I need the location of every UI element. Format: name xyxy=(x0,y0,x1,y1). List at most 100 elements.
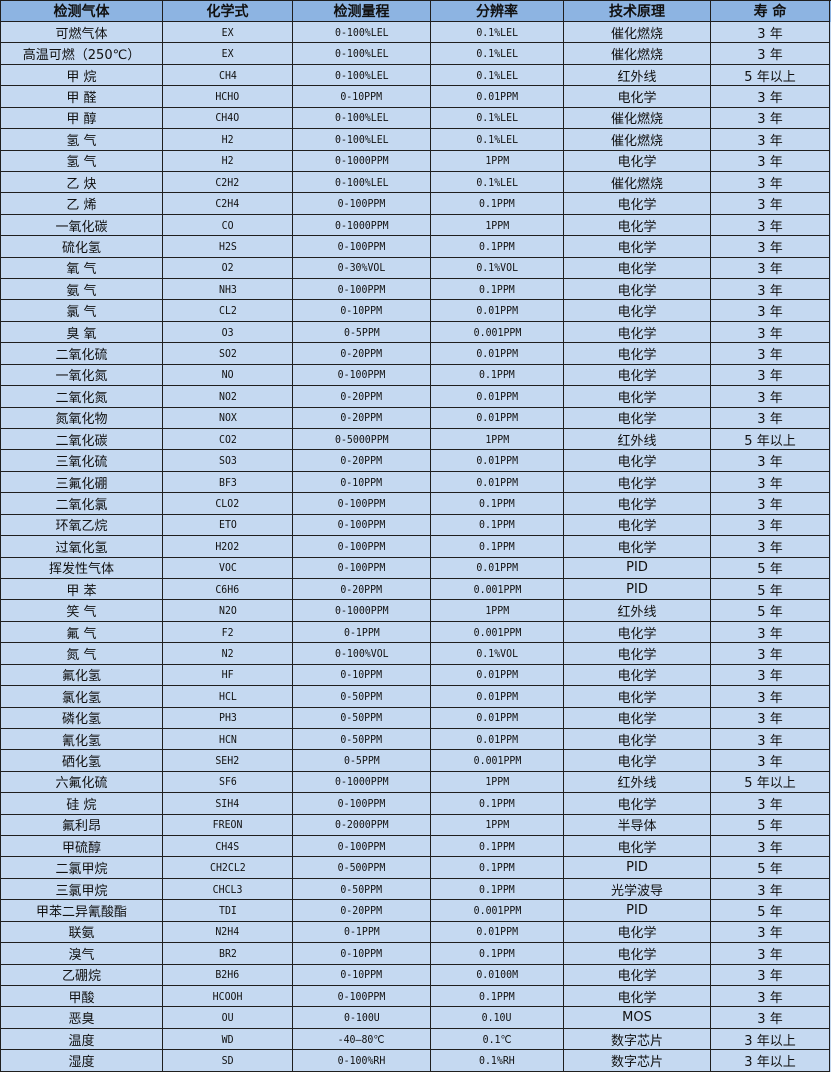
gas-cell-text: 环氧乙烷 xyxy=(55,519,108,535)
gas-cell-text: 二氯甲烷 xyxy=(55,862,108,878)
lifetime-cell: 3 年 xyxy=(711,536,830,558)
principle-cell: 数字芯片 xyxy=(564,1028,711,1051)
lifetime-cell-text: 5 年 xyxy=(757,583,783,599)
resolution-cell-text: 0.01PPM xyxy=(476,389,518,403)
resolution-cell-text: 0.1PPM xyxy=(479,989,515,1003)
formula-cell: C6H6 xyxy=(163,578,293,601)
range-cell: 0-20PPM xyxy=(293,578,431,601)
resolution-cell-text: 0.01PPM xyxy=(476,475,518,489)
gas-cell: 一氧化氮 xyxy=(1,364,163,387)
lifetime-cell: 3 年 xyxy=(711,214,830,237)
principle-cell-text: 电化学 xyxy=(617,540,657,556)
principle-cell-text: 电化学 xyxy=(617,198,657,214)
principle-cell: 电化学 xyxy=(564,493,711,515)
gas-cell-text: 挥发性气体 xyxy=(48,562,114,578)
lifetime-cell-text: 3 年 xyxy=(757,48,783,64)
resolution-cell-text: 0.1PPM xyxy=(479,197,515,211)
principle-cell-text: 电化学 xyxy=(617,240,657,256)
formula-cell: CHCL3 xyxy=(163,878,293,901)
lifetime-cell: 3 年 xyxy=(711,171,830,194)
resolution-cell: 0.1PPM xyxy=(431,857,564,879)
range-cell-text: 0-10PPM xyxy=(340,304,383,318)
principle-cell-text: 红外线 xyxy=(617,776,657,792)
range-cell: 0-100%VOL xyxy=(293,643,431,665)
gas-cell-text: 氢 气 xyxy=(66,133,97,149)
resolution-cell: 0.01PPM xyxy=(431,343,564,365)
formula-cell: OU xyxy=(163,1007,293,1029)
range-cell: 0-100U xyxy=(293,1007,431,1029)
gas-cell-text: 联氨 xyxy=(68,926,95,942)
table-row: 六氟化硫 SF6 0-1000PPM 1PPM 红外线 5 年以上 xyxy=(1,771,831,794)
lifetime-cell: 5 年以上 xyxy=(711,771,830,794)
range-cell: 0-100%LEL xyxy=(293,22,431,44)
principle-cell-text: 电化学 xyxy=(617,219,657,235)
gas-cell-text: 氨 气 xyxy=(66,283,97,299)
formula-cell-text: FREON xyxy=(212,818,243,832)
table-row: 一氧化碳 CO 0-1000PPM 1PPM 电化学 3 年 xyxy=(1,214,831,237)
lifetime-cell: 3 年 xyxy=(711,493,830,515)
resolution-cell: 0.1PPM xyxy=(431,514,564,537)
range-cell-text: 0-100PPM xyxy=(337,539,386,553)
gas-cell-text: 溴气 xyxy=(68,947,95,963)
lifetime-cell-text: 5 年以上 xyxy=(744,433,796,449)
formula-cell-text: CO2 xyxy=(218,432,237,446)
formula-cell: FREON xyxy=(163,814,293,837)
resolution-cell-text: 0.001PPM xyxy=(473,625,521,639)
lifetime-cell: 3 年 xyxy=(711,279,830,301)
principle-cell-text: 电化学 xyxy=(617,326,657,342)
resolution-cell-text: 0.1PPM xyxy=(479,796,515,810)
range-cell-text: 0-20PPM xyxy=(340,389,383,403)
table-row: 二氧化氮 NO2 0-20PPM 0.01PPM 电化学 3 年 xyxy=(1,386,831,408)
range-cell: 0-100PPM xyxy=(293,514,431,537)
lifetime-cell-text: 3 年 xyxy=(757,133,783,149)
resolution-cell-text: 0.1PPM xyxy=(479,861,515,875)
resolution-cell-text: 0.001PPM xyxy=(473,904,521,917)
lifetime-cell-text: 3 年 xyxy=(757,326,783,342)
resolution-cell-text: 0.01PPM xyxy=(476,732,518,746)
table-row: 氟化氢 HF 0-10PPM 0.01PPM 电化学 3 年 xyxy=(1,664,831,687)
principle-cell-text: 催化燃烧 xyxy=(610,48,663,64)
gas-cell-text: 三氧化硫 xyxy=(55,455,108,471)
table-row: 甲 醛 HCHO 0-10PPM 0.01PPM 电化学 3 年 xyxy=(1,86,831,108)
range-cell: 0-100PPM xyxy=(293,236,431,258)
gas-cell-text: 甲酸 xyxy=(68,990,95,1006)
lifetime-cell: 5 年 xyxy=(711,814,830,837)
resolution-cell: 0.1PPM xyxy=(431,836,564,858)
gas-cell: 环氧乙烷 xyxy=(1,514,163,537)
formula-cell-text: CH4O xyxy=(215,111,240,125)
formula-cell: TDI xyxy=(163,900,293,922)
gas-cell-text: 二氧化硫 xyxy=(55,348,108,364)
resolution-cell: 0.1PPM xyxy=(431,536,564,558)
range-cell: 0-1000PPM xyxy=(293,214,431,237)
gas-cell: 挥发性气体 xyxy=(1,557,163,579)
table-header-row: 检测气体 化学式 检测量程 分辨率 技术原理 寿 命 xyxy=(1,1,831,22)
resolution-cell: 0.01PPM xyxy=(431,664,564,687)
gas-cell: 二氧化氯 xyxy=(1,493,163,515)
principle-cell: 电化学 xyxy=(564,450,711,472)
resolution-cell-text: 0.01PPM xyxy=(476,561,518,575)
lifetime-cell-text: 3 年 xyxy=(757,497,783,513)
gas-cell: 甲 苯 xyxy=(1,578,163,601)
lifetime-cell-text: 3 年 xyxy=(757,969,783,985)
table-row: 氟 气 F2 0-1PPM 0.001PPM 电化学 3 年 xyxy=(1,621,831,644)
table-row: 挥发性气体 VOC 0-100PPM 0.01PPM PID 5 年 xyxy=(1,557,831,579)
gas-cell: 氧 气 xyxy=(1,257,163,280)
principle-cell-text: 红外线 xyxy=(617,433,657,449)
lifetime-cell-text: 3 年 xyxy=(757,283,783,299)
formula-cell-text: PH3 xyxy=(218,711,237,725)
range-cell: 0-100PPM xyxy=(293,836,431,858)
gas-cell-text: 二氧化氯 xyxy=(55,497,108,513)
principle-cell: 电化学 xyxy=(564,279,711,301)
resolution-cell-text: 0.01PPM xyxy=(476,89,518,103)
formula-cell-text: NH3 xyxy=(218,282,237,296)
gas-cell-text: 过氧化氢 xyxy=(55,540,108,556)
range-cell: 0-1PPM xyxy=(293,921,431,944)
formula-cell: EX xyxy=(163,22,293,44)
resolution-cell: 0.001PPM xyxy=(431,750,564,772)
resolution-cell: 0.1PPM xyxy=(431,193,564,215)
resolution-cell: 0.1%LEL xyxy=(431,43,564,65)
gas-cell: 氯化氢 xyxy=(1,686,163,708)
formula-cell-text: N2 xyxy=(221,646,234,660)
lifetime-cell: 3 年 xyxy=(711,707,830,729)
lifetime-cell: 3 年 xyxy=(711,321,830,344)
